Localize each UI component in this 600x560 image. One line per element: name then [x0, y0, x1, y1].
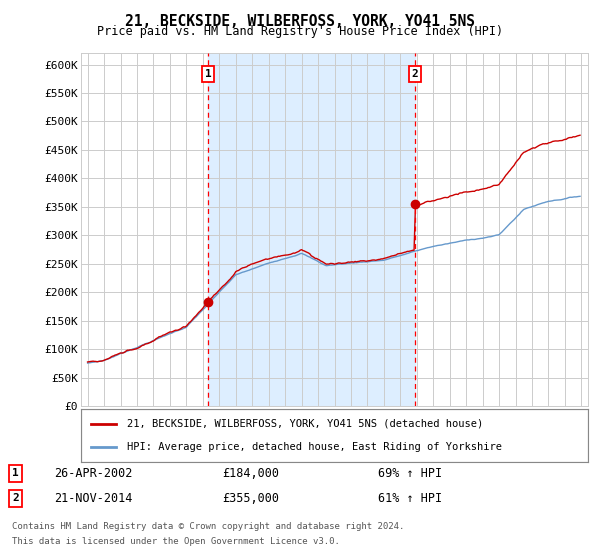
Text: 21-NOV-2014: 21-NOV-2014	[54, 492, 133, 505]
Text: 1: 1	[205, 69, 211, 79]
FancyBboxPatch shape	[81, 409, 588, 462]
Text: £355,000: £355,000	[222, 492, 279, 505]
Text: 21, BECKSIDE, WILBERFOSS, YORK, YO41 5NS: 21, BECKSIDE, WILBERFOSS, YORK, YO41 5NS	[125, 14, 475, 29]
Text: Price paid vs. HM Land Registry's House Price Index (HPI): Price paid vs. HM Land Registry's House …	[97, 25, 503, 38]
Text: This data is licensed under the Open Government Licence v3.0.: This data is licensed under the Open Gov…	[12, 538, 340, 547]
Text: 69% ↑ HPI: 69% ↑ HPI	[378, 466, 442, 480]
Text: 26-APR-2002: 26-APR-2002	[54, 466, 133, 480]
Text: 2: 2	[12, 493, 19, 503]
Text: 61% ↑ HPI: 61% ↑ HPI	[378, 492, 442, 505]
Text: £184,000: £184,000	[222, 466, 279, 480]
Text: 2: 2	[412, 69, 419, 79]
Text: Contains HM Land Registry data © Crown copyright and database right 2024.: Contains HM Land Registry data © Crown c…	[12, 522, 404, 531]
Bar	[208, 53, 415, 406]
Text: 1: 1	[12, 468, 19, 478]
Text: 21, BECKSIDE, WILBERFOSS, YORK, YO41 5NS (detached house): 21, BECKSIDE, WILBERFOSS, YORK, YO41 5NS…	[127, 419, 483, 429]
Text: HPI: Average price, detached house, East Riding of Yorkshire: HPI: Average price, detached house, East…	[127, 442, 502, 452]
